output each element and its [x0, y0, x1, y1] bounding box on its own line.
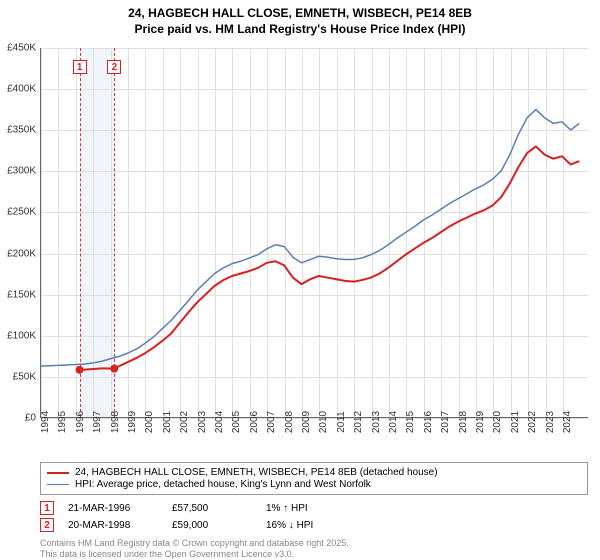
event-line: [80, 48, 81, 417]
x-tick-label: 2016: [423, 411, 434, 433]
chart-svg: [41, 48, 588, 417]
x-tick-label: 1999: [127, 411, 138, 433]
x-tick-label: 2011: [336, 411, 347, 433]
chart-container: 24, HAGBECH HALL CLOSE, EMNETH, WISBECH,…: [0, 0, 600, 560]
event-line: [114, 48, 115, 417]
transaction-marker: 1: [40, 501, 54, 515]
x-tick-label: 2021: [510, 411, 521, 433]
y-tick-label: £400K: [7, 84, 36, 95]
y-tick-label: £200K: [7, 248, 36, 259]
x-tick-label: 2007: [266, 411, 277, 433]
x-tick-label: 1998: [110, 411, 121, 433]
x-axis: 1994199519961997199819992000200120022003…: [40, 418, 588, 462]
transaction-price: £59,000: [172, 520, 252, 531]
x-tick-label: 2009: [301, 411, 312, 433]
chart-title: 24, HAGBECH HALL CLOSE, EMNETH, WISBECH,…: [0, 0, 600, 37]
transaction-date: 20-MAR-1998: [68, 520, 158, 531]
x-tick-label: 1997: [92, 411, 103, 433]
transaction-row: 1 21-MAR-1996 £57,500 1% ↑ HPI: [40, 501, 588, 515]
legend-swatch: [47, 472, 69, 474]
transaction-marker: 2: [40, 518, 54, 532]
x-tick-label: 2002: [179, 411, 190, 433]
footer-line2: This data is licensed under the Open Gov…: [40, 549, 588, 560]
x-tick-label: 2023: [545, 411, 556, 433]
x-tick-label: 1995: [57, 411, 68, 433]
x-tick-label: 2019: [475, 411, 486, 433]
x-tick-label: 2024: [562, 411, 573, 433]
x-tick-label: 2014: [388, 411, 399, 433]
x-tick-label: 2015: [405, 411, 416, 433]
plot-area: 12: [40, 48, 588, 418]
x-tick-label: 1994: [40, 411, 51, 433]
y-axis: £0£50K£100K£150K£200K£250K£300K£350K£400…: [0, 48, 40, 418]
y-tick-label: £0: [25, 413, 36, 424]
legend-label: HPI: Average price, detached house, King…: [75, 479, 371, 490]
event-marker-box: 1: [73, 60, 87, 74]
y-tick-label: £250K: [7, 207, 36, 218]
title-line2: Price paid vs. HM Land Registry's House …: [0, 22, 600, 38]
transaction-table: 1 21-MAR-1996 £57,500 1% ↑ HPI 2 20-MAR-1998 £…: [40, 498, 588, 535]
x-tick-label: 2017: [440, 411, 451, 433]
transaction-price: £57,500: [172, 503, 252, 514]
y-tick-label: £350K: [7, 125, 36, 136]
x-tick-label: 1996: [75, 411, 86, 433]
x-tick-label: 2012: [353, 411, 364, 433]
legend-label: 24, HAGBECH HALL CLOSE, EMNETH, WISBECH,…: [75, 467, 438, 478]
x-tick-label: 2022: [527, 411, 538, 433]
transaction-pct: 1% ↑ HPI: [266, 503, 386, 514]
y-tick-label: £150K: [7, 289, 36, 300]
legend-row: 24, HAGBECH HALL CLOSE, EMNETH, WISBECH,…: [47, 467, 581, 478]
x-tick-label: 2000: [144, 411, 155, 433]
x-tick-label: 2020: [492, 411, 503, 433]
legend-swatch: [47, 484, 69, 485]
legend-row: HPI: Average price, detached house, King…: [47, 479, 581, 490]
transaction-date: 21-MAR-1996: [68, 503, 158, 514]
x-tick-label: 2005: [231, 411, 242, 433]
y-tick-label: £300K: [7, 166, 36, 177]
transaction-pct: 16% ↓ HPI: [266, 520, 386, 531]
x-tick-label: 2001: [162, 411, 173, 433]
series-hpi: [41, 110, 579, 367]
event-marker-box: 2: [107, 60, 121, 74]
title-line1: 24, HAGBECH HALL CLOSE, EMNETH, WISBECH,…: [0, 6, 600, 22]
x-tick-label: 2003: [197, 411, 208, 433]
legend: 24, HAGBECH HALL CLOSE, EMNETH, WISBECH,…: [40, 462, 588, 495]
transaction-row: 2 20-MAR-1998 £59,000 16% ↓ HPI: [40, 518, 588, 532]
footer-line1: Contains HM Land Registry data © Crown c…: [40, 538, 588, 549]
x-tick-label: 2013: [371, 411, 382, 433]
y-tick-label: £50K: [13, 371, 36, 382]
x-tick-label: 2018: [458, 411, 469, 433]
x-tick-label: 2006: [249, 411, 260, 433]
x-tick-label: 2010: [318, 411, 329, 433]
x-tick-label: 2008: [284, 411, 295, 433]
footer: Contains HM Land Registry data © Crown c…: [40, 538, 588, 560]
y-tick-label: £100K: [7, 330, 36, 341]
x-tick-label: 2004: [214, 411, 225, 433]
y-tick-label: £450K: [7, 43, 36, 54]
